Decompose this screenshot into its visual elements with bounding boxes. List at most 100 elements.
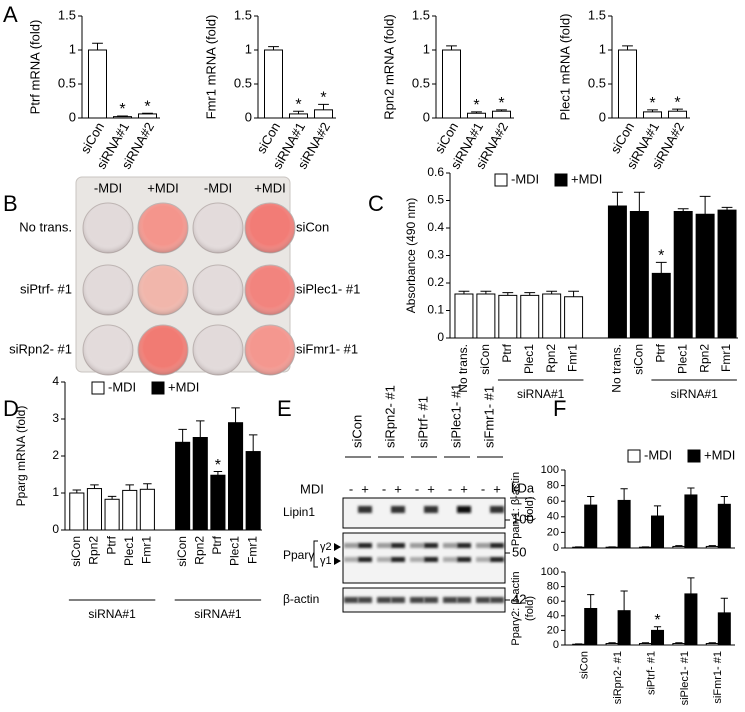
- error-bar: [677, 208, 689, 212]
- legend-label: -MDI: [644, 447, 672, 462]
- bar: [175, 441, 191, 531]
- lane-label: siFmr1- #1: [481, 386, 496, 448]
- x-tick-label: Fmr1: [245, 536, 259, 564]
- error-bar: [675, 642, 683, 644]
- x-tick-label: siCon: [478, 344, 492, 375]
- group-label: siRNA#1: [670, 387, 718, 401]
- x-tick-label: siPlec1- #1: [679, 651, 691, 705]
- y-axis-label: Rpn2 mRNA (fold): [381, 14, 396, 119]
- plate-column-label: +MDI: [254, 180, 285, 195]
- error-bar: [647, 109, 658, 112]
- bar: [629, 211, 649, 339]
- y-tick-label: 4: [52, 374, 59, 388]
- group-label: siRNA#1: [88, 607, 136, 621]
- bar: [498, 294, 518, 339]
- bar: [139, 488, 155, 531]
- bar: [684, 593, 698, 646]
- error-bar: [612, 191, 623, 206]
- well-shade: [138, 203, 188, 253]
- bar: [638, 643, 653, 646]
- annotation: *: [674, 94, 680, 111]
- bar: [695, 213, 715, 339]
- bar: [492, 110, 511, 119]
- bar: [264, 49, 283, 119]
- error-bar: [90, 484, 99, 489]
- y-axis-label: Plec1 mRNA (fold): [557, 14, 572, 121]
- error-bar: [143, 483, 152, 490]
- x-tick-label: Ptrf: [210, 535, 224, 554]
- band: [391, 506, 405, 513]
- panel-label: F: [553, 396, 566, 421]
- legend-swatch: [554, 173, 568, 187]
- band: [443, 597, 457, 603]
- legend-label: +MDI: [571, 171, 602, 186]
- band: [490, 543, 504, 548]
- band: [358, 543, 372, 548]
- y-tick-label: 60: [547, 595, 559, 607]
- band: [443, 543, 457, 548]
- blot-row-label: Pparγ: [283, 548, 314, 562]
- error-bar: [655, 261, 667, 274]
- bar: [651, 272, 671, 339]
- annotation: *: [144, 98, 150, 115]
- bar: [454, 293, 474, 339]
- error-bar: [633, 191, 645, 212]
- error-bar: [720, 496, 728, 505]
- isoform-arrow: [334, 543, 341, 565]
- y-tick-label: 40: [547, 511, 559, 523]
- mdi-sign: +: [394, 481, 402, 496]
- band: [457, 557, 471, 562]
- x-tick-label: siPtrf- #1: [645, 651, 657, 695]
- y-tick-label: 0.6: [427, 165, 444, 179]
- bar: [607, 205, 627, 339]
- plate-row-label: No trans.: [19, 219, 72, 234]
- mdi-sign: -: [481, 481, 485, 496]
- error-bar: [699, 195, 711, 215]
- bar: [705, 545, 719, 549]
- bar: [122, 489, 138, 531]
- error-bar: [708, 642, 716, 644]
- error-bar: [480, 290, 492, 294]
- error-bar: [502, 292, 514, 296]
- well-shade: [245, 203, 295, 253]
- x-tick-label: siCon: [632, 344, 646, 375]
- legend-swatch: [151, 381, 165, 395]
- well-shade: [138, 325, 188, 375]
- panel-label: E: [277, 396, 292, 421]
- y-tick-label: 3: [52, 411, 59, 425]
- error-bar: [721, 206, 733, 211]
- bar: [289, 113, 308, 119]
- legend-swatch: [627, 449, 641, 463]
- bar: [651, 515, 665, 549]
- band: [424, 506, 438, 513]
- error-bar: [622, 45, 633, 50]
- y-tick-label: 0: [245, 109, 252, 124]
- annotation: *: [473, 97, 479, 114]
- x-tick-label: Ptrf: [500, 343, 514, 362]
- error-bar: [608, 642, 616, 644]
- mdi-sign: +: [361, 481, 369, 496]
- bar: [227, 422, 244, 531]
- x-tick-label: Plec1: [675, 344, 689, 374]
- well-shade: [245, 265, 295, 315]
- bar: [69, 492, 85, 531]
- well-shade: [83, 325, 133, 375]
- x-tick-label: No trans.: [610, 344, 624, 393]
- error-bar: [107, 495, 117, 500]
- panel-label: D: [3, 396, 19, 421]
- error-bar: [524, 292, 536, 296]
- lane-label: siCon: [349, 415, 364, 448]
- error-bar: [231, 407, 240, 423]
- band: [358, 506, 372, 513]
- bar: [584, 608, 598, 646]
- y-axis-label: Ptrf mRNA (fold): [27, 20, 42, 115]
- annotation: *: [119, 101, 125, 118]
- error-bar: [687, 487, 695, 495]
- band: [424, 543, 438, 548]
- band: [490, 597, 504, 603]
- legend-swatch: [91, 381, 105, 395]
- bar: [476, 293, 496, 339]
- y-tick-label: 1: [69, 41, 76, 56]
- x-tick-label: Rpn2: [87, 536, 101, 565]
- annotation: *: [649, 95, 655, 112]
